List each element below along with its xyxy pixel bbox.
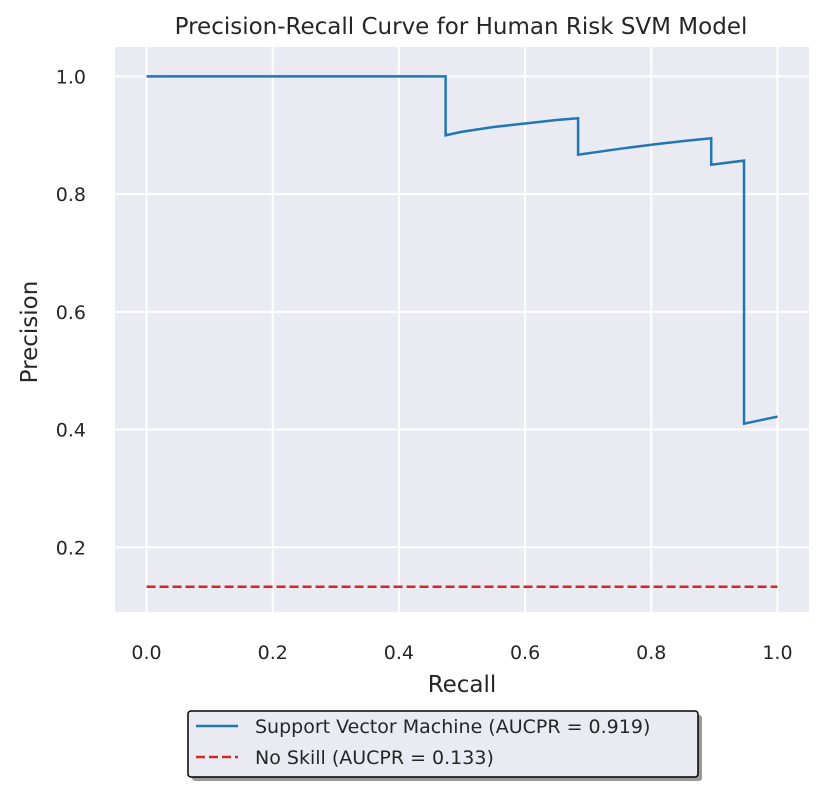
- legend-box: [187, 710, 699, 778]
- chart-title: Precision-Recall Curve for Human Risk SV…: [175, 14, 748, 40]
- x-tick-label: 0.4: [384, 642, 414, 664]
- legend-label-no-skill: No Skill (AUCPR = 0.133): [255, 747, 494, 769]
- legend-label-svm: Support Vector Machine (AUCPR = 0.919): [255, 716, 650, 738]
- x-axis-label: Recall: [428, 672, 497, 698]
- series-line-0: [146, 75, 778, 426]
- y-tick-label: 0.8: [56, 184, 86, 206]
- x-tick-label: 0.0: [131, 642, 161, 664]
- x-tick-label: 0.2: [258, 642, 288, 664]
- y-tick-label: 0.6: [56, 302, 86, 324]
- y-axis-label: Precision: [17, 281, 43, 384]
- x-tick-label: 0.8: [636, 642, 666, 664]
- y-tick-label: 1.0: [56, 66, 86, 88]
- y-tick-label: 0.4: [56, 420, 86, 442]
- y-tick-labels: 0.2 0.4 0.6 0.8 1.0: [56, 66, 86, 559]
- x-tick-labels: 0.0 0.2 0.4 0.6 0.8 1.0: [131, 642, 792, 664]
- x-tick-label: 1.0: [762, 642, 792, 664]
- legend: Support Vector Machine (AUCPR = 0.919) N…: [187, 710, 702, 781]
- x-tick-label: 0.6: [510, 642, 540, 664]
- y-tick-label: 0.2: [56, 537, 86, 559]
- series-lines: [146, 75, 778, 588]
- grid: [115, 47, 809, 612]
